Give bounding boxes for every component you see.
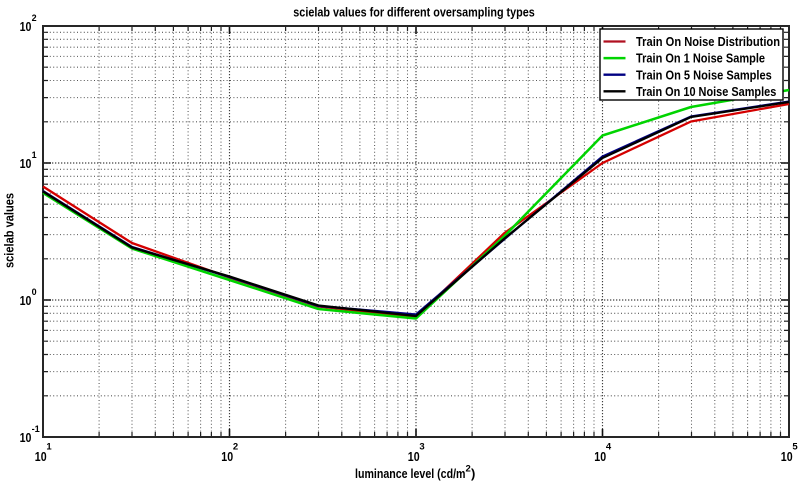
svg-text:2: 2 xyxy=(233,442,238,453)
svg-text:): ) xyxy=(471,466,475,481)
svg-text:10: 10 xyxy=(20,20,32,34)
svg-text:10: 10 xyxy=(20,294,32,308)
svg-text:10: 10 xyxy=(20,157,32,171)
svg-text:0: 0 xyxy=(32,287,37,298)
svg-text:Train On 1 Noise Sample: Train On 1 Noise Sample xyxy=(636,51,765,66)
svg-text:scielab values: scielab values xyxy=(2,193,17,268)
svg-text:3: 3 xyxy=(419,442,424,453)
svg-text:5: 5 xyxy=(792,442,798,453)
svg-text:10: 10 xyxy=(221,450,233,464)
svg-text:1: 1 xyxy=(46,442,52,453)
svg-text:scielab values for different o: scielab values for different oversamplin… xyxy=(293,5,535,20)
svg-text:2: 2 xyxy=(32,13,37,24)
svg-text:10: 10 xyxy=(35,450,47,464)
svg-text:10: 10 xyxy=(594,450,606,464)
svg-text:4: 4 xyxy=(606,442,612,453)
svg-text:Train On Noise Distribution: Train On Noise Distribution xyxy=(636,34,780,49)
svg-text:10: 10 xyxy=(408,450,420,464)
svg-text:1: 1 xyxy=(32,150,38,161)
svg-text:10: 10 xyxy=(20,431,32,445)
svg-text:luminance level (cd/m: luminance level (cd/m xyxy=(355,466,466,481)
svg-text:-1: -1 xyxy=(32,424,41,435)
svg-text:2: 2 xyxy=(466,464,471,475)
svg-text:Train On 10 Noise Samples: Train On 10 Noise Samples xyxy=(636,84,776,99)
svg-text:10: 10 xyxy=(781,450,793,464)
svg-text:Train On 5 Noise Samples: Train On 5 Noise Samples xyxy=(636,67,772,82)
